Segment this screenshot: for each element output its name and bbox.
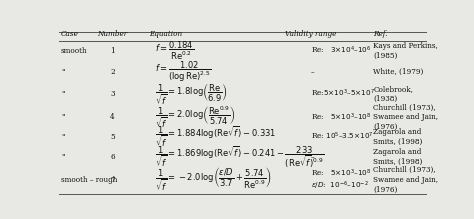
Text: Zagarola and
Smits, (1998): Zagarola and Smits, (1998) xyxy=(374,128,423,146)
Text: Churchill (1973),
Swamee and Jain,
(1976): Churchill (1973), Swamee and Jain, (1976… xyxy=(374,166,438,194)
Text: Validity range: Validity range xyxy=(285,30,337,39)
Text: Ref.: Ref. xyxy=(374,30,388,39)
Text: Re:   $5{\times}10^3$–$10^8$: Re: $5{\times}10^3$–$10^8$ xyxy=(311,168,371,180)
Text: Equation: Equation xyxy=(149,30,182,39)
Text: ": " xyxy=(61,90,64,98)
Text: smooth – rough: smooth – rough xyxy=(61,176,118,184)
Text: Re:$5{\times}10^3$–$5{\times}10^7$: Re:$5{\times}10^3$–$5{\times}10^7$ xyxy=(311,88,375,99)
Text: Zagarola and
Smits, (1998): Zagarola and Smits, (1998) xyxy=(374,148,423,166)
Text: Number: Number xyxy=(97,30,128,39)
Text: Re: $10^5$–$3.5{\times}10^7$: Re: $10^5$–$3.5{\times}10^7$ xyxy=(311,131,374,142)
Text: $f = \dfrac{1.02}{(\log \mathrm{Re})^{2.5}}$: $f = \dfrac{1.02}{(\log \mathrm{Re})^{2.… xyxy=(155,60,211,84)
Text: ": " xyxy=(61,133,64,141)
Text: ": " xyxy=(61,113,64,121)
Text: 5: 5 xyxy=(110,133,115,141)
Text: $\dfrac{1}{\sqrt{f}} = 2.0\log\!\left(\dfrac{\mathrm{Re}^{0.9}}{5.74}\right)$: $\dfrac{1}{\sqrt{f}} = 2.0\log\!\left(\d… xyxy=(155,104,236,130)
Text: Case: Case xyxy=(61,30,79,39)
Text: $\dfrac{1}{\sqrt{f}} = 1.884\log(\mathrm{Re}\sqrt{f}) - 0.331$: $\dfrac{1}{\sqrt{f}} = 1.884\log(\mathrm… xyxy=(155,125,276,149)
Text: Re:   $5{\times}10^3$–$10^8$: Re: $5{\times}10^3$–$10^8$ xyxy=(311,112,371,123)
Text: $\dfrac{1}{\sqrt{f}} = 1.869\log(\mathrm{Re}\sqrt{f}) - 0.241 - \dfrac{233}{(\ma: $\dfrac{1}{\sqrt{f}} = 1.869\log(\mathrm… xyxy=(155,144,324,170)
Text: $\dfrac{1}{\sqrt{f}} = 1.8\log\!\left(\dfrac{\mathrm{Re}}{6.9}\right)$: $\dfrac{1}{\sqrt{f}} = 1.8\log\!\left(\d… xyxy=(155,81,228,106)
Text: 6: 6 xyxy=(110,153,115,161)
Text: smooth: smooth xyxy=(61,47,88,55)
Text: 3: 3 xyxy=(110,90,115,98)
Text: 7: 7 xyxy=(110,176,115,184)
Text: 4: 4 xyxy=(110,113,115,121)
Text: $f = \dfrac{0.184}{\mathrm{Re}^{0.2}}$: $f = \dfrac{0.184}{\mathrm{Re}^{0.2}}$ xyxy=(155,40,194,62)
Text: ": " xyxy=(61,68,64,76)
Text: Kays and Perkins,
(1985): Kays and Perkins, (1985) xyxy=(374,42,438,60)
Text: –: – xyxy=(311,68,315,76)
Text: Colebrook,
(1938): Colebrook, (1938) xyxy=(374,85,413,103)
Text: 1: 1 xyxy=(110,47,115,55)
Text: Re:   $3{\times}10^4$–$10^6$: Re: $3{\times}10^4$–$10^6$ xyxy=(311,45,371,56)
Text: $\varepsilon/D$:  $10^{-6}$–$10^{-2}$: $\varepsilon/D$: $10^{-6}$–$10^{-2}$ xyxy=(311,180,369,192)
Text: $\dfrac{1}{\sqrt{f}} = -2.0\log\!\left(\dfrac{\varepsilon/D}{3.7} + \dfrac{5.74}: $\dfrac{1}{\sqrt{f}} = -2.0\log\!\left(\… xyxy=(155,166,272,193)
Text: 2: 2 xyxy=(110,68,115,76)
Text: White, (1979): White, (1979) xyxy=(374,68,424,76)
Text: –: – xyxy=(311,153,315,161)
Text: ": " xyxy=(61,153,64,161)
Text: Churchill (1973),
Swamee and Jain,
(1976): Churchill (1973), Swamee and Jain, (1976… xyxy=(374,104,438,131)
